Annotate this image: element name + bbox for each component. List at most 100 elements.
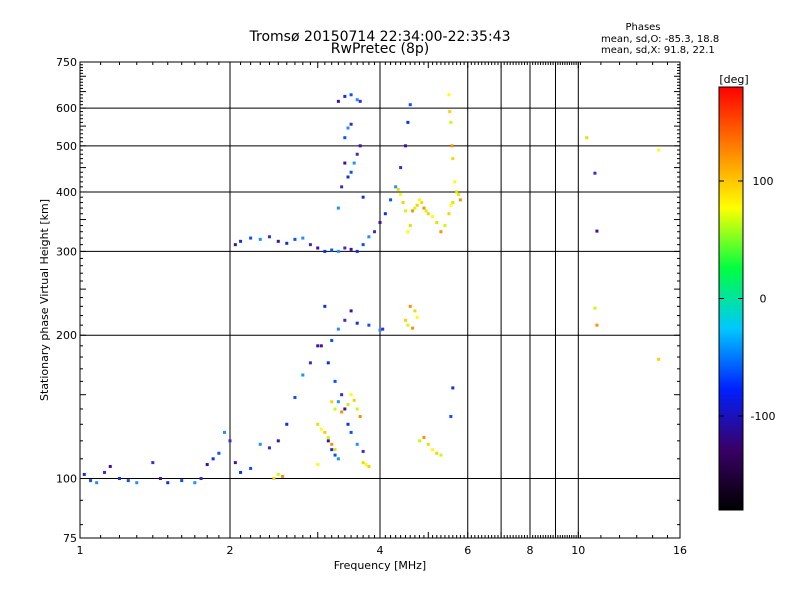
y-tick-label: 100	[56, 473, 77, 486]
stats-line-o: mean, sd,O: -85.3, 18.8	[601, 34, 719, 45]
y-tick-label: 600	[56, 102, 77, 115]
data-point	[451, 157, 455, 161]
data-point	[415, 315, 419, 319]
data-point	[449, 203, 453, 207]
data-point	[413, 206, 417, 210]
data-point	[408, 224, 412, 228]
data-point	[267, 235, 271, 239]
data-point	[424, 209, 428, 213]
data-point	[343, 407, 347, 411]
data-point	[403, 144, 407, 148]
data-point	[422, 206, 426, 210]
x-tick-label: 1	[77, 544, 84, 557]
x-tick-labels: 1 2 4 6 8 10 16	[77, 544, 688, 557]
chart-title: Tromsø 20150714 22:34:00-22:35:43	[249, 29, 511, 45]
data-point	[352, 398, 356, 402]
data-point	[205, 463, 209, 467]
data-point	[426, 442, 430, 446]
x-tick-label: 10	[571, 544, 585, 557]
data-point	[367, 235, 371, 239]
data-point	[333, 407, 337, 411]
data-point	[82, 472, 86, 476]
data-point	[340, 393, 344, 397]
data-point	[193, 481, 197, 485]
data-point	[394, 185, 398, 189]
data-point	[330, 442, 334, 446]
data-point	[249, 236, 253, 240]
data-point	[426, 212, 430, 216]
data-point	[285, 422, 289, 426]
data-point	[431, 448, 435, 452]
data-point	[233, 243, 237, 247]
data-point	[316, 422, 320, 426]
data-point	[316, 246, 320, 250]
data-point	[361, 449, 365, 453]
colorbar-tick-label: -100	[751, 410, 776, 423]
data-point	[453, 180, 457, 184]
y-tick-labels: 75 100 200 300 400 500 600 750	[56, 56, 77, 545]
data-point	[346, 175, 350, 179]
data-point	[448, 110, 452, 114]
data-point	[349, 309, 353, 313]
data-point	[401, 201, 405, 205]
data-point	[406, 323, 410, 327]
data-points	[82, 93, 661, 485]
data-point	[449, 120, 453, 124]
data-point	[417, 439, 421, 443]
x-tick-label: 4	[377, 544, 384, 557]
y-tick-label: 75	[63, 532, 77, 545]
data-point	[308, 361, 312, 365]
data-point	[272, 477, 276, 481]
data-point	[151, 461, 155, 465]
data-point	[458, 198, 462, 202]
data-point	[361, 461, 365, 465]
data-point	[358, 99, 362, 103]
x-axis-label: Frequency [MHz]	[334, 559, 426, 572]
data-point	[451, 386, 455, 390]
data-point	[343, 246, 347, 250]
data-point	[326, 439, 330, 443]
data-point	[316, 463, 320, 467]
data-point	[447, 93, 451, 97]
data-point	[228, 439, 232, 443]
data-point	[135, 481, 139, 485]
data-point	[399, 193, 403, 197]
data-point	[343, 161, 347, 165]
data-point	[333, 448, 337, 452]
data-point	[435, 221, 439, 225]
data-point	[336, 400, 340, 404]
x-tick-label: 16	[673, 544, 687, 557]
data-point	[293, 395, 297, 399]
data-point	[358, 144, 362, 148]
data-point	[330, 338, 334, 342]
data-point	[455, 190, 459, 194]
data-point	[346, 422, 350, 426]
data-point	[349, 170, 353, 174]
y-tick-label: 500	[56, 140, 77, 153]
data-point	[593, 306, 597, 310]
data-point	[411, 209, 415, 213]
data-point	[326, 435, 330, 439]
x-tick-label: 2	[227, 544, 234, 557]
data-point	[336, 99, 340, 103]
data-point	[349, 430, 353, 434]
colorbar-tick-label: 100	[753, 175, 774, 188]
data-point	[415, 203, 419, 207]
data-point	[166, 481, 170, 485]
data-point	[336, 327, 340, 331]
data-point	[211, 457, 215, 461]
data-point	[355, 442, 359, 446]
x-tick-label: 6	[464, 544, 471, 557]
data-point	[340, 410, 344, 414]
data-point	[355, 321, 359, 325]
data-point	[258, 237, 262, 241]
data-point	[449, 414, 453, 418]
data-point	[406, 120, 410, 124]
data-point	[323, 249, 327, 253]
data-point	[346, 403, 350, 407]
data-point	[333, 453, 337, 457]
data-point	[323, 430, 327, 434]
data-point	[158, 477, 162, 481]
data-point	[301, 373, 305, 377]
